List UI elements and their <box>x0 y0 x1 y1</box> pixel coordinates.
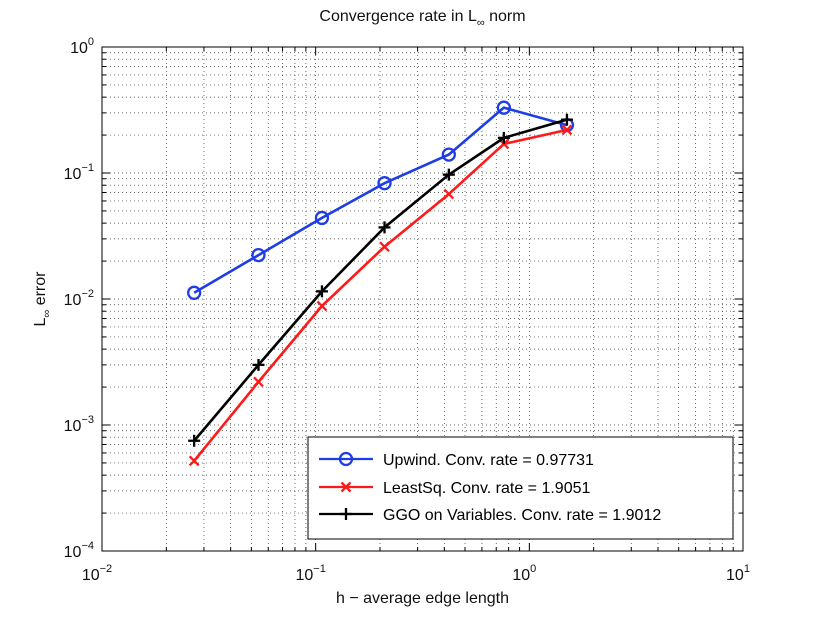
legend: Upwind. Conv. rate = 0.97731 LeastSq. Co… <box>307 436 734 540</box>
y-tick-label: 100 <box>70 36 94 57</box>
x-tick-label-exponent: −1 <box>313 563 326 575</box>
point-upwind-circle-marker <box>314 210 330 226</box>
point-leastsq-x-marker <box>443 188 455 200</box>
legend-box <box>307 436 734 540</box>
y-axis-label-prefix: L <box>32 317 49 326</box>
marker-stroke <box>340 481 352 493</box>
point-leastsq-x-marker <box>379 241 390 253</box>
chart-title-subscript: ∞ <box>477 17 485 29</box>
series-ggo <box>188 113 573 447</box>
x-tick-label-base: 10 <box>512 567 530 584</box>
point-upwind-circle-marker <box>251 247 266 263</box>
x-tick-label: 10−1 <box>295 563 325 584</box>
chart-title-suffix: norm <box>485 8 526 25</box>
tick-marks <box>101 46 744 552</box>
x-tick-label-exponent: 0 <box>530 563 536 575</box>
point-upwind-circle-marker <box>441 147 456 162</box>
point-leastsq-x-marker <box>316 300 328 312</box>
point-leastsq-x-marker <box>188 455 200 467</box>
x-tick-label-base: 10 <box>82 567 100 584</box>
y-tick-label-base: 10 <box>70 40 88 57</box>
legend-label-leastsq: LeastSq. Conv. rate = 1.9051 <box>383 480 591 497</box>
y-tick-label-base: 10 <box>64 544 82 561</box>
y-tick-label: 10−1 <box>64 162 94 183</box>
marker-stroke <box>316 300 328 312</box>
y-tick-label: 10−2 <box>64 288 94 309</box>
y-tick-label-base: 10 <box>64 166 82 183</box>
point-upwind-circle-marker <box>377 176 392 191</box>
point-leastsq-x-marker <box>561 124 573 136</box>
point-leastsq-x-marker <box>253 376 264 388</box>
legend-marker-upwind <box>338 451 354 467</box>
x-tick-label-base: 10 <box>726 567 744 584</box>
legend-marker-ggo <box>340 508 352 520</box>
chart-title: Convergence rate in L∞ norm <box>319 8 525 29</box>
y-tick-label-exponent: 0 <box>88 36 94 48</box>
point-ggo-plus-marker <box>442 168 455 181</box>
legend-leastsq-x-marker <box>340 481 352 493</box>
y-axis-label-subscript: ∞ <box>41 310 53 318</box>
point-ggo-plus-marker <box>315 285 328 298</box>
legend-ggo-plus-marker <box>340 508 352 520</box>
marker-stroke <box>561 124 573 136</box>
legend-marker-leastsq <box>340 481 352 493</box>
chart-title-prefix: Convergence rate in L <box>319 8 477 25</box>
marker-stroke <box>253 376 264 388</box>
x-tick-label: 10−2 <box>82 563 112 584</box>
marker-stroke <box>498 138 510 150</box>
point-ggo-plus-marker <box>188 434 201 447</box>
y-axis-label-suffix: error <box>32 271 49 310</box>
marker-stroke <box>379 241 390 253</box>
legend-label-ggo: GGO on Variables. Conv. rate = 1.9012 <box>383 507 661 524</box>
y-tick-label: 10−4 <box>64 540 94 561</box>
y-axis-label: L∞ error <box>32 271 53 327</box>
y-tick-label-exponent: −1 <box>81 162 94 174</box>
point-ggo-plus-marker <box>497 131 510 144</box>
point-ggo-plus-marker <box>252 358 265 371</box>
marker-stroke <box>443 188 455 200</box>
y-tick-label-exponent: −3 <box>81 414 94 426</box>
x-axis-label: h − average edge length <box>336 590 509 607</box>
x-tick-label-exponent: −2 <box>100 563 113 575</box>
y-tick-label-base: 10 <box>64 292 82 309</box>
y-tick-label-exponent: −2 <box>81 288 94 300</box>
point-upwind-circle-marker <box>496 100 512 115</box>
y-tick-label-base: 10 <box>64 418 82 435</box>
point-upwind-circle-marker <box>187 285 202 300</box>
marker-stroke <box>188 455 200 467</box>
x-tick-label: 101 <box>726 563 750 584</box>
y-tick-label: 10−3 <box>64 414 94 435</box>
point-ggo-plus-marker <box>560 113 573 126</box>
x-tick-label: 100 <box>512 563 536 584</box>
x-tick-label-base: 10 <box>295 567 313 584</box>
legend-upwind-circle-marker <box>338 451 354 467</box>
y-tick-label-exponent: −4 <box>81 540 94 552</box>
series-layer <box>187 100 575 467</box>
series-line-upwind <box>193 106 568 294</box>
x-tick-label-exponent: 1 <box>744 563 750 575</box>
legend-label-upwind: Upwind. Conv. rate = 0.97731 <box>383 452 594 469</box>
series-leastsq <box>188 124 573 467</box>
point-ggo-plus-marker <box>378 221 391 234</box>
